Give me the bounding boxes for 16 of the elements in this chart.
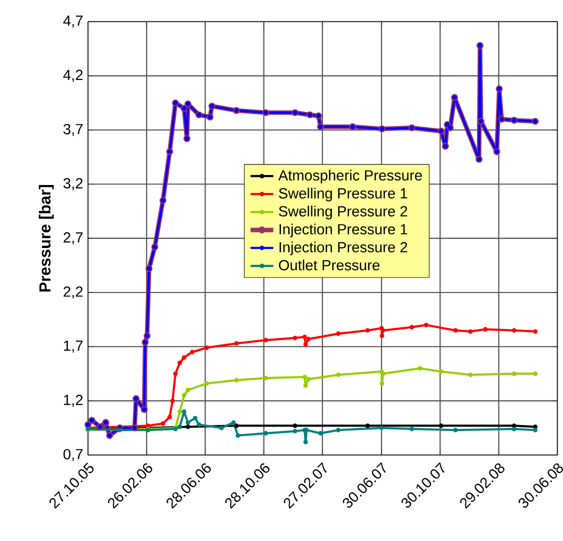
y-tick-label: 0,7 bbox=[63, 448, 83, 462]
legend-label: Swelling Pressure 2 bbox=[278, 206, 408, 220]
legend-label: Outlet Pressure bbox=[278, 260, 380, 270]
y-tick-label: 1,7 bbox=[64, 340, 83, 353]
y-tick-label: 1,2 bbox=[64, 394, 83, 407]
y-tick-label: 3,2 bbox=[63, 178, 83, 190]
y-axis-title: Pressure [bar] bbox=[38, 185, 54, 292]
legend-label: Injection Pressure 2 bbox=[280, 242, 408, 256]
legend-label: Atmospheric Pressure bbox=[278, 170, 422, 184]
legend-label: Swelling Pressure 1 bbox=[278, 188, 408, 202]
y-tick-label: 3,7 bbox=[63, 124, 83, 136]
legend-label: Injection Pressure 1 bbox=[280, 224, 408, 238]
y-tick-label: 4,7 bbox=[63, 16, 83, 28]
y-tick-label: 4,2 bbox=[63, 70, 83, 82]
y-tick-label: 2,2 bbox=[64, 286, 83, 299]
y-tick-label: 2,7 bbox=[64, 232, 83, 244]
